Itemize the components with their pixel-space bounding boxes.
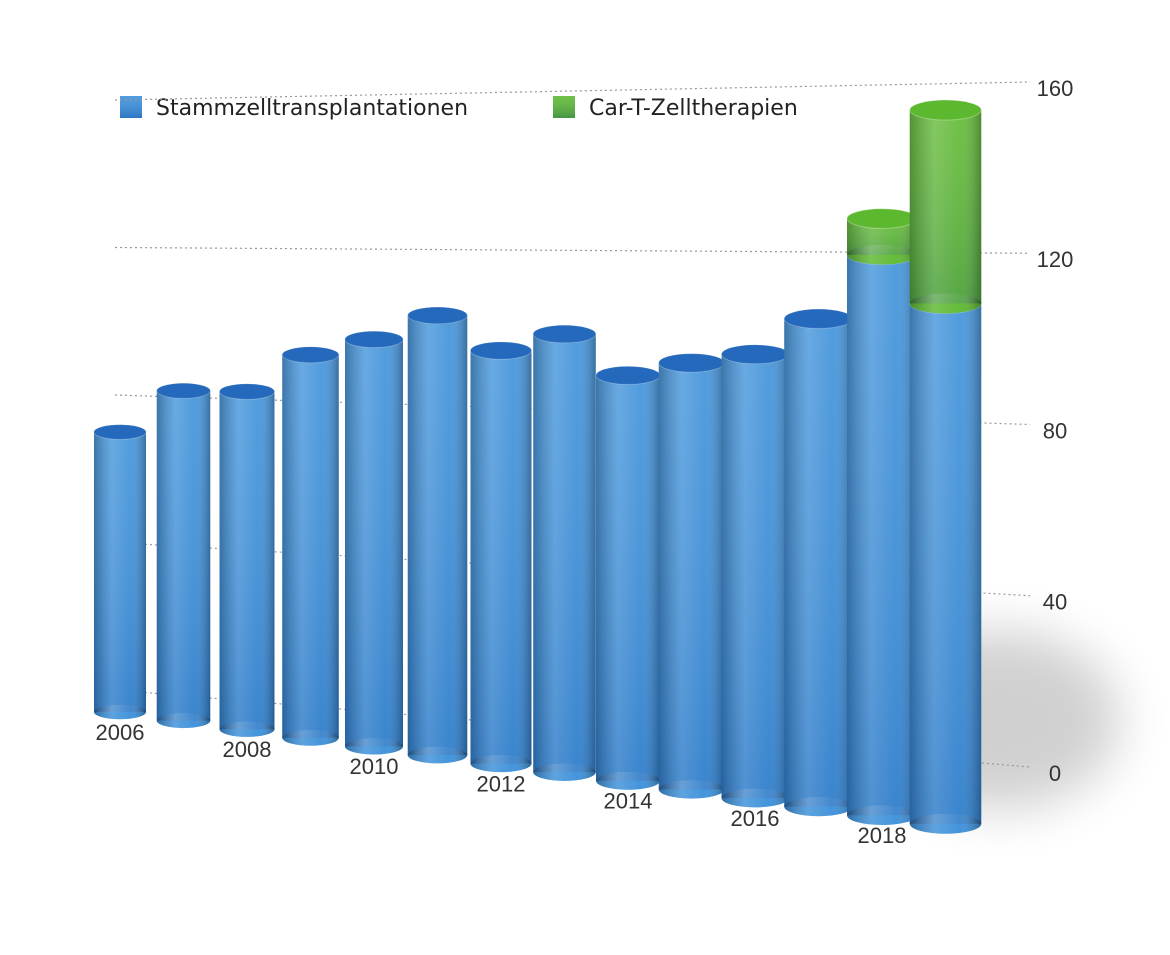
y-tick-label: 80 [1043, 418, 1067, 443]
legend-label: Car-T-Zelltherapien [589, 96, 798, 121]
bar-top [909, 99, 982, 121]
x-tick-label: 2014 [604, 789, 653, 814]
bar-shade [784, 318, 853, 807]
bar-top-shade [94, 424, 146, 440]
bar-top [219, 383, 275, 400]
bar-top-shade [219, 383, 275, 400]
bar-shade [94, 432, 146, 712]
x-tick-label: 2006 [96, 720, 145, 745]
bar-shade [407, 315, 468, 755]
bar-shade [909, 303, 982, 824]
bar-top [532, 324, 597, 344]
y-tick-label: 0 [1049, 761, 1061, 786]
bar-top-shade [282, 346, 339, 363]
bar-shade [596, 375, 660, 781]
bar-top [470, 341, 532, 360]
bar-top-shade [345, 331, 403, 348]
bar-top [156, 382, 211, 399]
bar-shade [533, 334, 596, 773]
y-tick-label: 160 [1037, 76, 1074, 101]
bar-shade [345, 339, 403, 747]
y-tick-label: 40 [1043, 590, 1067, 615]
bar-top-shade [784, 309, 853, 329]
bar-shade [721, 354, 789, 798]
bar-top-shade [721, 344, 789, 364]
bar-top-shade [533, 325, 596, 343]
x-tick-label: 2018 [858, 823, 907, 848]
bar-shade [470, 350, 532, 764]
y-tick-label: 120 [1037, 247, 1074, 272]
bar-shade [847, 254, 917, 816]
x-tick-label: 2016 [731, 806, 780, 831]
bar-top-shade [470, 342, 532, 360]
legend-swatch-shade [553, 96, 575, 118]
bar-shade [658, 362, 725, 790]
bar-top [344, 330, 404, 348]
bar-shade [282, 354, 339, 738]
bar-top [846, 208, 918, 229]
x-tick-label: 2008 [223, 737, 272, 762]
bar-top-shade [407, 307, 468, 324]
bar-top-shade [156, 383, 211, 399]
legend-swatch-shade [120, 96, 142, 118]
bar-shade [909, 110, 982, 304]
bar-top [93, 424, 147, 440]
legend-label: Stammzelltransplantationen [156, 96, 468, 121]
bar-top-shade [658, 353, 725, 373]
bar-shade [219, 391, 275, 730]
bar-top [281, 346, 340, 364]
bar-top [407, 306, 468, 325]
bar-top-shade [596, 366, 660, 385]
x-tick-label: 2012 [477, 771, 526, 796]
legend: Stammzelltransplantationen Car-T-Zellther… [120, 96, 798, 121]
bar-shade [156, 390, 211, 721]
x-tick-label: 2010 [350, 754, 399, 779]
